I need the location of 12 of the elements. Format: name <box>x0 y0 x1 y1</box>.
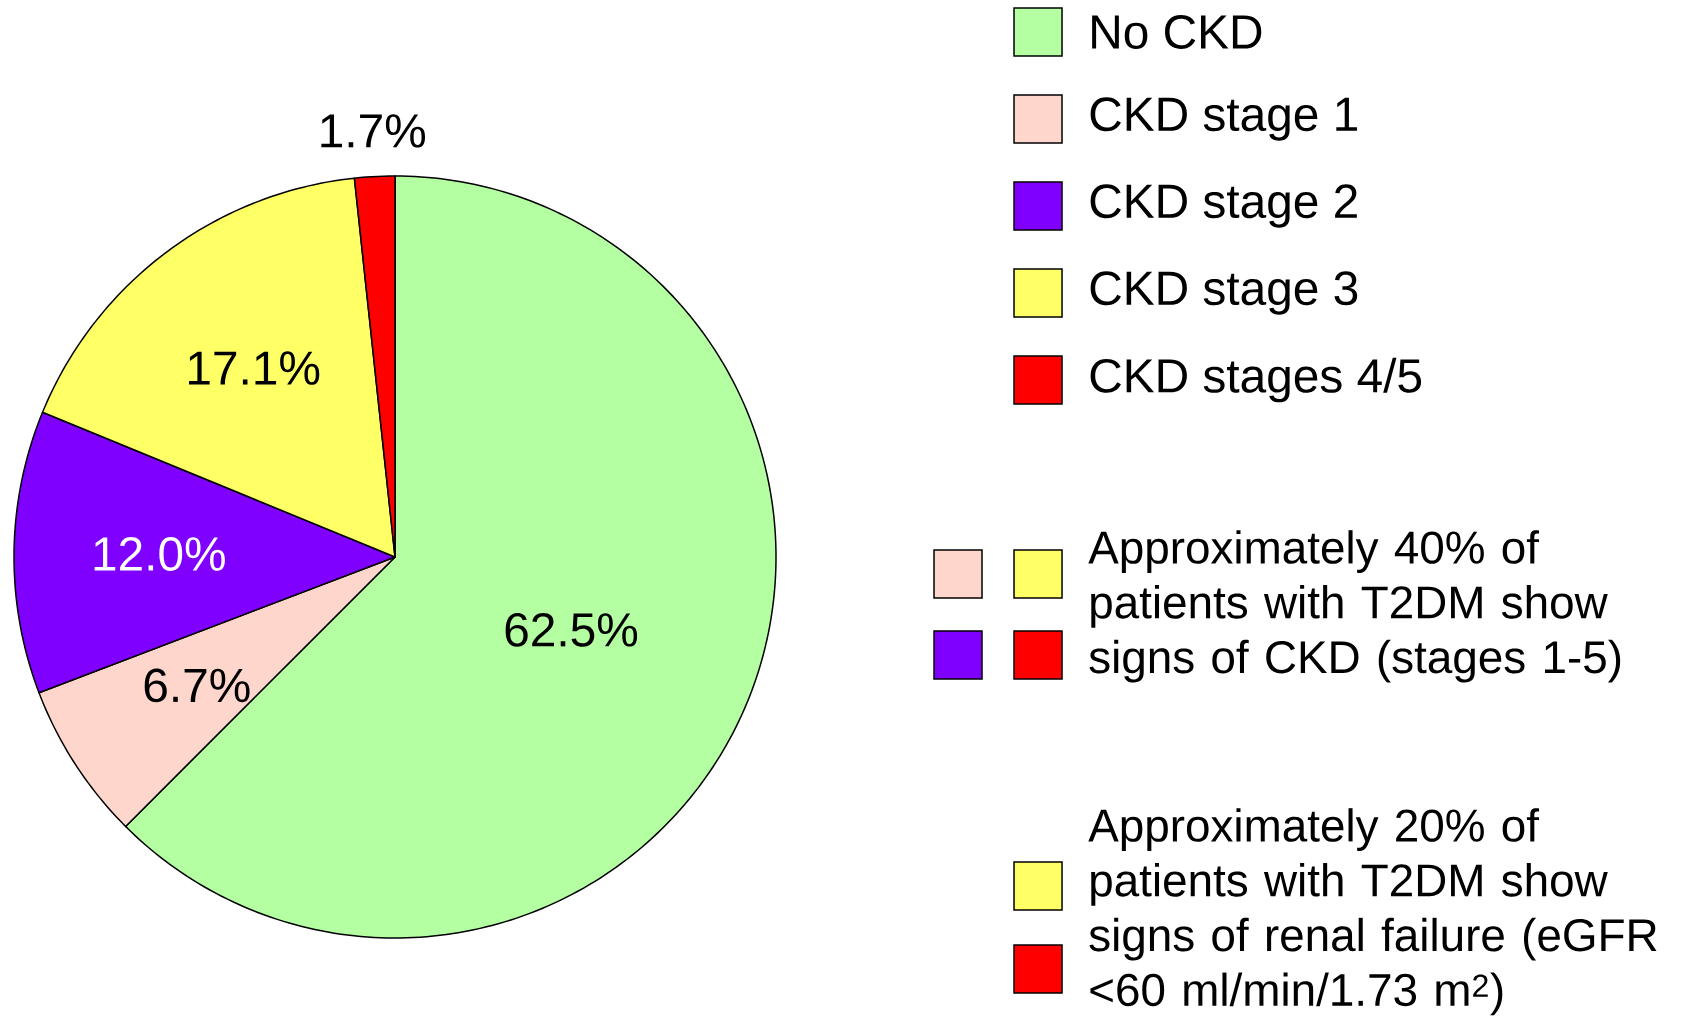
legend-label: CKD stage 3 <box>1090 271 1358 315</box>
text: Approximately 40% of patients with T2DM show signs of CKD (stages 1-5) <box>1088 530 1621 683</box>
legend-label: CKD stages 4/5 <box>1090 357 1422 403</box>
text: Approximately 20% of patients with T2DM show signs of renal failure (eGFR <60 ml/min/1.73 m$^{2}$) <box>1088 808 1657 1016</box>
data-label: 62.5% <box>505 612 638 647</box>
data-label: 12.0% <box>94 537 225 571</box>
legend-label: No CKD <box>1092 15 1262 49</box>
data-label: 17.1% <box>189 351 320 385</box>
data-label: 1.7% <box>321 114 426 148</box>
legend-label: CKD stage 1 <box>1090 97 1357 141</box>
data-label: 6.7% <box>144 668 250 703</box>
legend-label: CKD stage 2 <box>1090 184 1357 228</box>
